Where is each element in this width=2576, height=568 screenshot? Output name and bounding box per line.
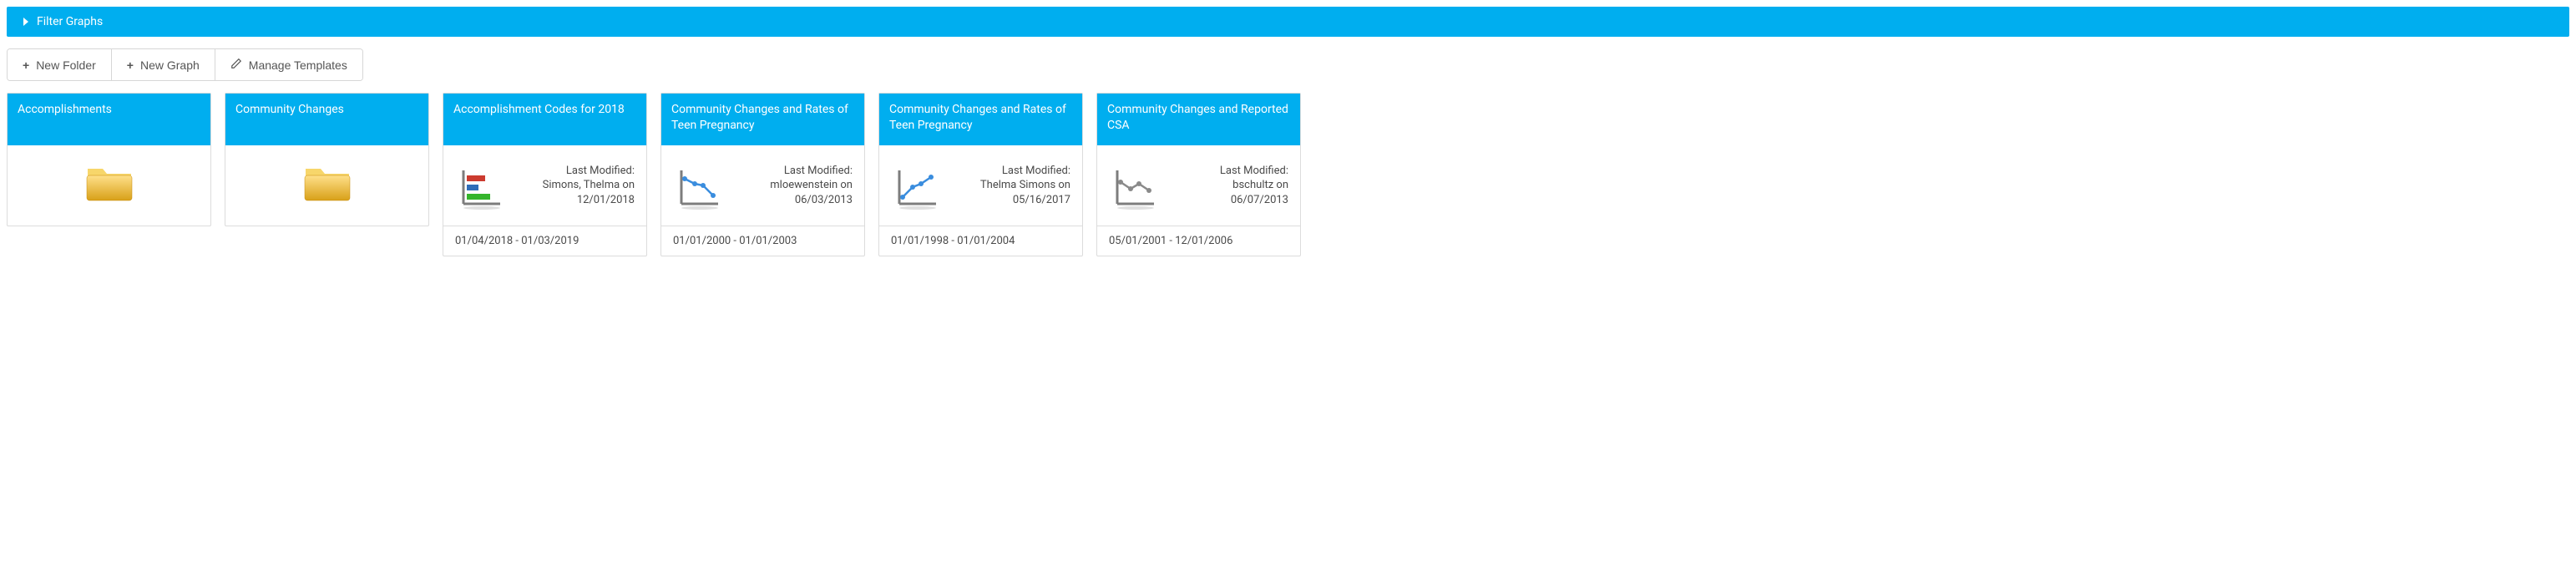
card-title: Community Changes and Reported CSA [1107,102,1290,134]
bar-chart-icon [455,160,505,210]
card-header: Community Changes and Rates of Teen Preg… [661,94,864,145]
card-date-range: 01/01/1998 - 01/01/2004 [879,226,1082,256]
folder-card[interactable]: Accomplishments [7,93,211,226]
last-modified-label: Last Modified: [733,164,853,179]
folder-card[interactable]: Community Changes [225,93,429,226]
new-folder-button[interactable]: + New Folder [8,49,112,80]
graph-card[interactable]: Accomplishment Codes for 2018 Last Modif… [443,93,647,256]
folder-icon [84,164,134,207]
modified-date: 06/03/2013 [733,193,853,208]
graph-card[interactable]: Community Changes and Reported CSA Last … [1096,93,1301,256]
caret-right-icon [23,18,28,26]
line-chart-icon [673,160,723,210]
last-modified-label: Last Modified: [515,164,635,179]
card-meta: Last Modified: mloewenstein on 06/03/201… [733,164,853,208]
card-header: Community Changes and Reported CSA [1097,94,1300,145]
card-date-range: 01/01/2000 - 01/01/2003 [661,226,864,256]
modified-by: Thelma Simons on [951,178,1070,193]
last-modified-label: Last Modified: [1169,164,1288,179]
card-title: Accomplishment Codes for 2018 [453,102,625,118]
card-body: Last Modified: mloewenstein on 06/03/201… [661,145,864,226]
modified-by: mloewenstein on [733,178,853,193]
new-graph-button[interactable]: + New Graph [112,49,215,80]
card-title: Community Changes and Rates of Teen Preg… [671,102,854,134]
action-toolbar: + New Folder + New Graph Manage Template… [7,48,363,81]
card-meta: Last Modified: bschultz on 06/07/2013 [1169,164,1288,208]
new-folder-label: New Folder [36,58,96,72]
plus-icon: + [23,58,29,72]
new-graph-label: New Graph [140,58,200,72]
card-meta: Last Modified: Thelma Simons on 05/16/20… [951,164,1070,208]
cards-container: Accomplishments Community Changes [7,93,2569,256]
card-title: Community Changes [235,102,344,118]
folder-icon [302,164,352,207]
manage-templates-button[interactable]: Manage Templates [215,49,362,80]
card-body [8,145,210,226]
graph-card[interactable]: Community Changes and Rates of Teen Preg… [660,93,865,256]
card-header: Community Changes [225,94,428,145]
card-title: Accomplishments [18,102,112,118]
pencil-icon [230,58,242,72]
manage-templates-label: Manage Templates [249,58,347,72]
card-header: Accomplishment Codes for 2018 [443,94,646,145]
modified-date: 05/16/2017 [951,193,1070,208]
card-date-range: 01/04/2018 - 01/03/2019 [443,226,646,256]
card-header: Community Changes and Rates of Teen Preg… [879,94,1082,145]
modified-date: 12/01/2018 [515,193,635,208]
plus-icon: + [127,58,134,72]
line-chart-icon [1109,160,1159,210]
modified-date: 06/07/2013 [1169,193,1288,208]
card-header: Accomplishments [8,94,210,145]
card-body: Last Modified: bschultz on 06/07/2013 [1097,145,1300,226]
card-body [225,145,428,226]
card-title: Community Changes and Rates of Teen Preg… [889,102,1072,134]
card-meta: Last Modified: Simons, Thelma on 12/01/2… [515,164,635,208]
card-body: Last Modified: Simons, Thelma on 12/01/2… [443,145,646,226]
last-modified-label: Last Modified: [951,164,1070,179]
filter-graphs-label: Filter Graphs [37,15,103,28]
modified-by: Simons, Thelma on [515,178,635,193]
filter-graphs-bar[interactable]: Filter Graphs [7,7,2569,37]
modified-by: bschultz on [1169,178,1288,193]
card-body: Last Modified: Thelma Simons on 05/16/20… [879,145,1082,226]
graph-card[interactable]: Community Changes and Rates of Teen Preg… [878,93,1083,256]
line-chart-icon [891,160,941,210]
card-date-range: 05/01/2001 - 12/01/2006 [1097,226,1300,256]
